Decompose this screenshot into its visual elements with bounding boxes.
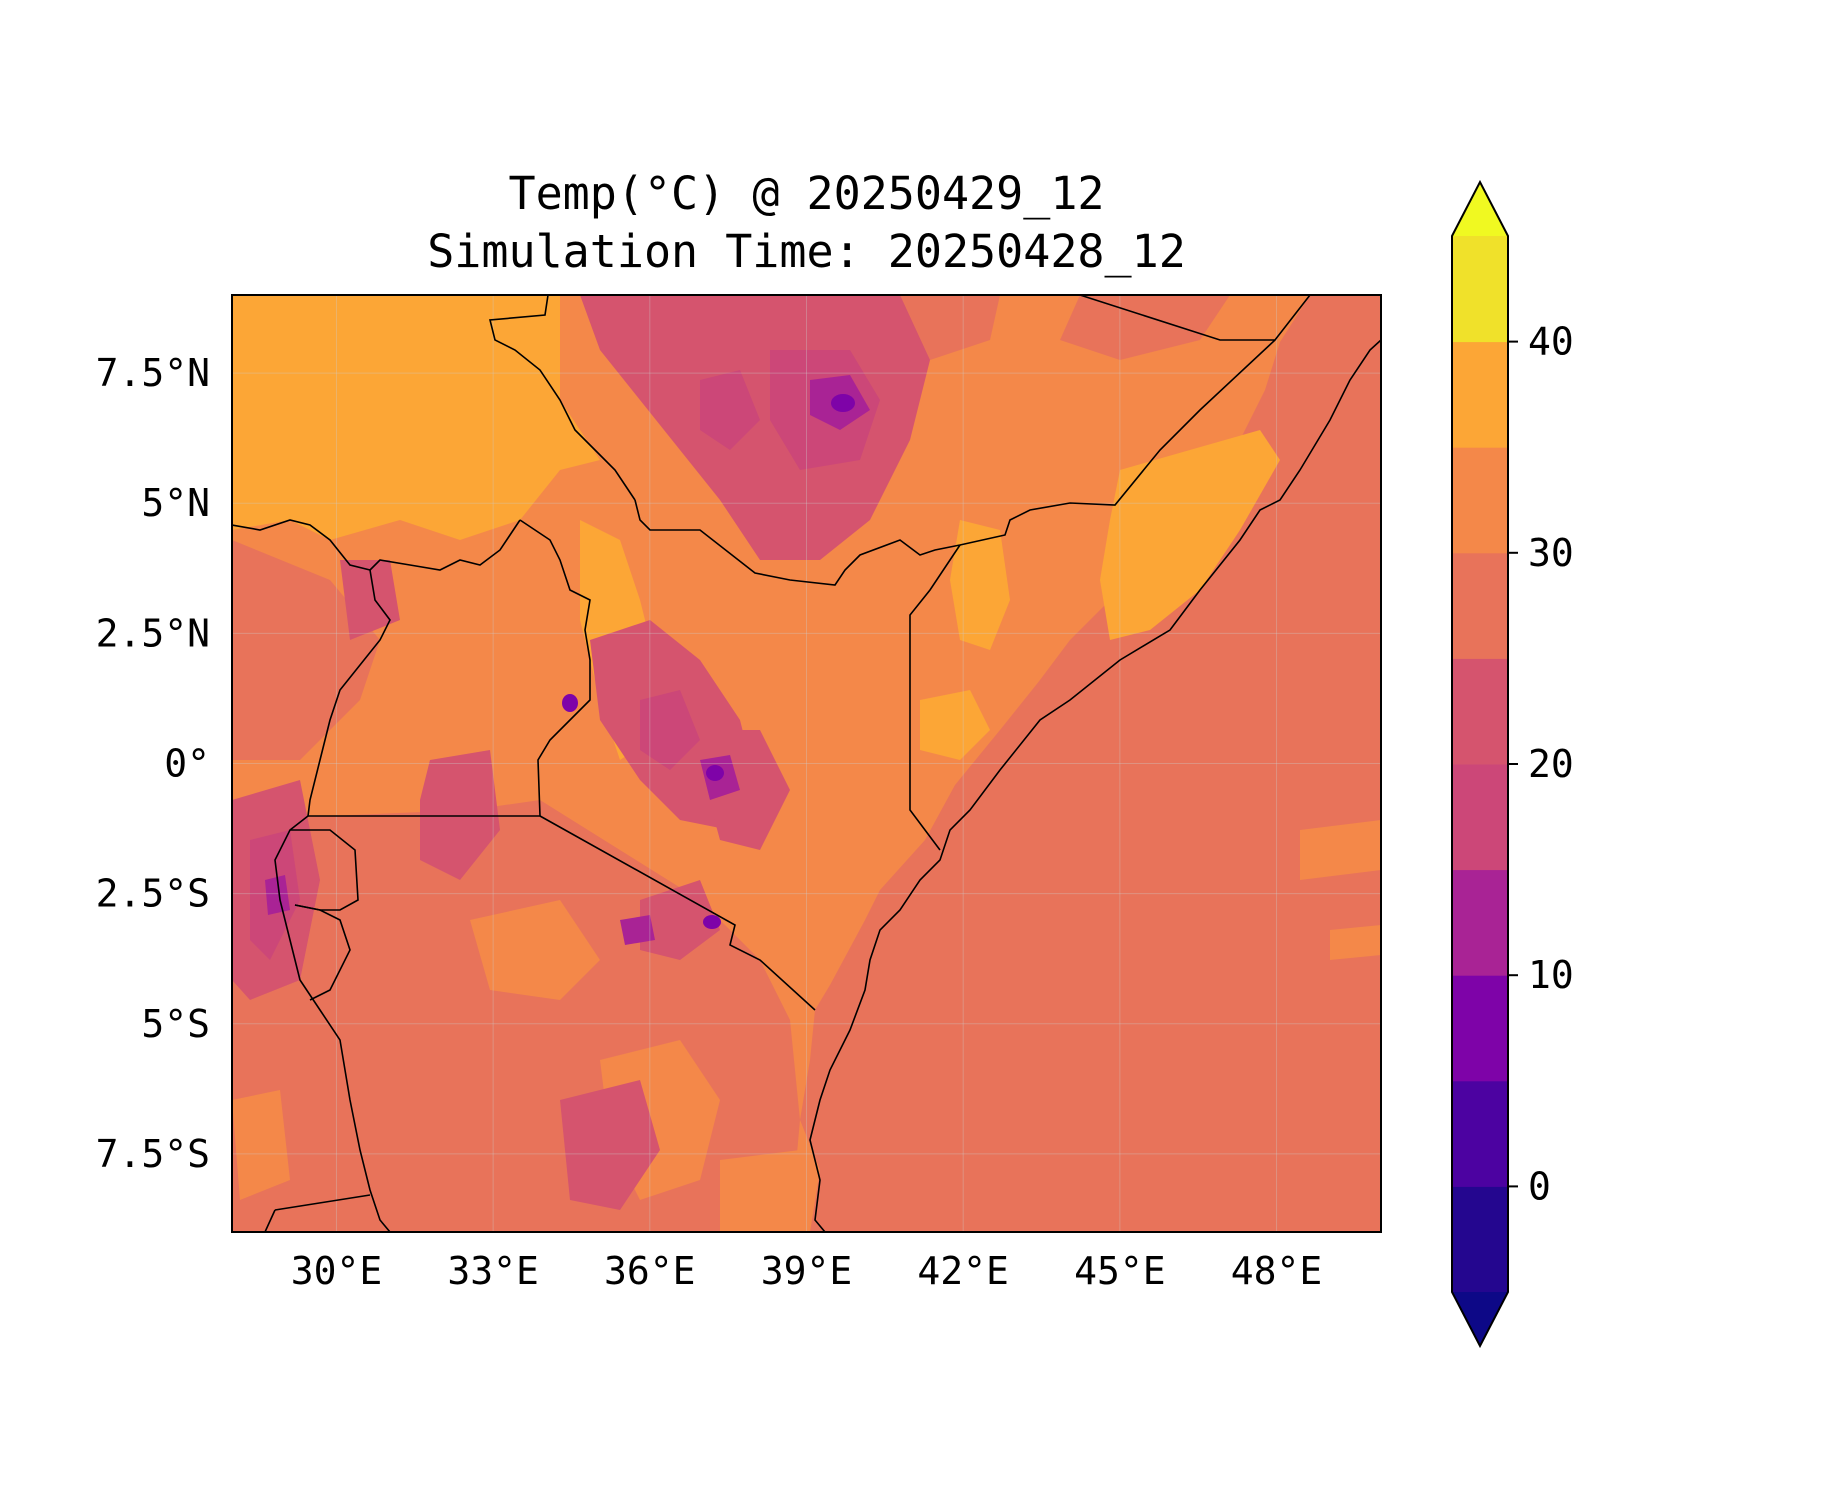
summit-patches <box>562 394 855 929</box>
border-zambia <box>274 1194 371 1211</box>
border-uganda-south-sudan <box>369 519 521 571</box>
x-tick-label: 39°E <box>761 1249 853 1293</box>
colorbar-tick-label: 20 <box>1528 742 1574 786</box>
colorbar-segment <box>1452 975 1508 1082</box>
plot-title-line1: Temp(°C) @ 20250429_12 <box>508 167 1105 220</box>
colorbar-tick-label: 10 <box>1528 953 1574 997</box>
colorbar-segment <box>1452 552 1508 659</box>
border-south-sudan-ethiopia <box>488 295 636 501</box>
y-axis: 7.5°N 5°N 2.5°N 0° 2.5°S 5°S 7.5°S <box>96 351 210 1176</box>
border-drc-uganda <box>307 569 391 817</box>
y-tick-label: 5°N <box>141 481 210 525</box>
colorbar-outline <box>1451 179 1509 1349</box>
colorbar-segment <box>1452 341 1508 448</box>
map-gridlines <box>232 295 1381 1232</box>
border-kenya-somalia <box>909 544 961 851</box>
y-tick-label: 5°S <box>141 1002 210 1046</box>
map-area <box>232 295 1381 1232</box>
border-kenya-tanzania <box>539 815 816 1011</box>
colorbar-tick-label: 30 <box>1528 531 1574 575</box>
border-somalia-ethiopia-south <box>959 339 1276 546</box>
y-tick-label: 0° <box>164 742 210 786</box>
colorbar-tick-label: 0 <box>1528 1164 1551 1208</box>
y-tick-label: 7.5°N <box>96 351 210 395</box>
coastline <box>809 339 1381 1232</box>
map-frame <box>231 294 1382 1233</box>
colorbar-extend-min <box>1452 1292 1508 1346</box>
x-tick-label: 36°E <box>604 1249 696 1293</box>
plot-title-line2: Simulation Time: 20250428_12 <box>427 225 1186 278</box>
colorbar-segment <box>1452 236 1508 343</box>
colorbar-segment <box>1452 764 1508 871</box>
x-tick-label: 30°E <box>291 1249 383 1293</box>
y-tick-label: 2.5°S <box>96 872 210 916</box>
x-tick-label: 42°E <box>917 1249 1009 1293</box>
x-tick-label: 33°E <box>447 1249 539 1293</box>
border-kenya-ethiopia <box>634 499 961 586</box>
country-borders <box>232 295 1381 1232</box>
colorbar-tick-label: 40 <box>1528 320 1574 364</box>
colorbar-extend-max <box>1452 182 1508 236</box>
border-uganda-kenya <box>519 519 591 817</box>
border-mozambique <box>264 1209 276 1232</box>
colorbar-segment <box>1452 869 1508 976</box>
colorbar: 0 10 20 30 40 <box>1451 179 1574 1349</box>
colorbar-segment <box>1452 1080 1508 1187</box>
y-tick-label: 7.5°S <box>96 1132 210 1176</box>
colorbar-segment <box>1452 658 1508 765</box>
colorbar-segment <box>1452 1186 1508 1293</box>
x-tick-label: 48°E <box>1231 1249 1323 1293</box>
x-tick-label: 45°E <box>1074 1249 1166 1293</box>
border-rwanda-burundi <box>274 815 391 1232</box>
y-tick-label: 2.5°N <box>96 611 210 655</box>
border-drc-south-sudan <box>232 519 371 571</box>
border-burundi <box>294 904 351 1001</box>
border-somalia-ethiopia <box>1079 295 1311 341</box>
x-axis: 30°E 33°E 36°E 39°E 42°E 45°E 48°E <box>291 1249 1323 1293</box>
colorbar-segment <box>1452 447 1508 554</box>
